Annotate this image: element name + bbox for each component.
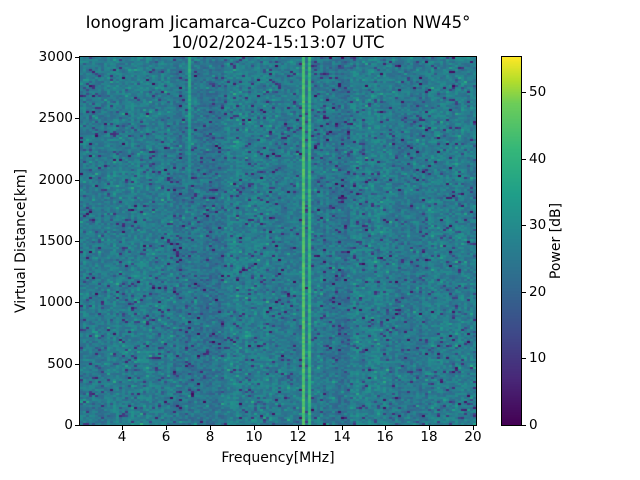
x-tick-mark xyxy=(429,426,430,430)
x-tick-label: 14 xyxy=(333,429,351,445)
y-tick-label: 2500 xyxy=(38,110,73,126)
plot-area xyxy=(79,56,477,426)
x-tick-label: 4 xyxy=(117,429,127,445)
y-tick-mark xyxy=(75,241,79,242)
ionogram-heatmap-image xyxy=(80,57,476,425)
y-tick-mark xyxy=(75,364,79,365)
y-tick-label: 500 xyxy=(47,356,73,372)
y-tick-label: 2000 xyxy=(38,172,73,188)
chart-title-line1: Ionogram Jicamarca-Cuzco Polarization NW… xyxy=(85,13,471,32)
colorbar-tick-label: 20 xyxy=(529,284,547,300)
colorbar xyxy=(501,56,522,426)
colorbar-tick-mark xyxy=(522,358,526,359)
y-tick-label: 1000 xyxy=(38,294,73,310)
y-tick-label: 3000 xyxy=(38,49,73,65)
chart-title: Ionogram Jicamarca-Cuzco Polarization NW… xyxy=(80,13,476,53)
colorbar-tick-mark xyxy=(522,225,526,226)
x-tick-mark xyxy=(385,426,386,430)
y-tick-mark xyxy=(75,425,79,426)
x-tick-label: 16 xyxy=(376,429,394,445)
y-tick-mark xyxy=(75,118,79,119)
colorbar-gradient xyxy=(502,57,521,425)
colorbar-tick-label: 50 xyxy=(529,84,547,100)
y-tick-mark xyxy=(75,57,79,58)
colorbar-tick-mark xyxy=(522,159,526,160)
x-tick-mark xyxy=(473,426,474,430)
x-tick-mark xyxy=(342,426,343,430)
colorbar-tick-label: 40 xyxy=(529,151,547,167)
x-tick-mark xyxy=(298,426,299,430)
x-tick-label: 8 xyxy=(205,429,215,445)
colorbar-tick-label: 30 xyxy=(529,217,547,233)
chart-title-line2: 10/02/2024-15:13:07 UTC xyxy=(171,33,385,52)
colorbar-tick-label: 10 xyxy=(529,350,547,366)
colorbar-label: Power [dB] xyxy=(548,202,564,280)
colorbar-tick-mark xyxy=(522,292,526,293)
y-tick-label: 1500 xyxy=(38,233,73,249)
x-tick-label: 6 xyxy=(161,429,171,445)
x-axis-label: Frequency[MHz] xyxy=(221,450,335,466)
x-tick-label: 12 xyxy=(289,429,307,445)
x-tick-label: 20 xyxy=(464,429,482,445)
colorbar-tick-mark xyxy=(522,92,526,93)
y-tick-mark xyxy=(75,180,79,181)
x-tick-mark xyxy=(254,426,255,430)
x-tick-label: 10 xyxy=(245,429,263,445)
x-tick-mark xyxy=(122,426,123,430)
x-tick-label: 18 xyxy=(420,429,438,445)
colorbar-tick-label: 0 xyxy=(529,417,538,433)
x-tick-mark xyxy=(166,426,167,430)
y-tick-label: 0 xyxy=(64,417,73,433)
colorbar-tick-mark xyxy=(522,425,526,426)
x-tick-mark xyxy=(210,426,211,430)
y-tick-mark xyxy=(75,302,79,303)
